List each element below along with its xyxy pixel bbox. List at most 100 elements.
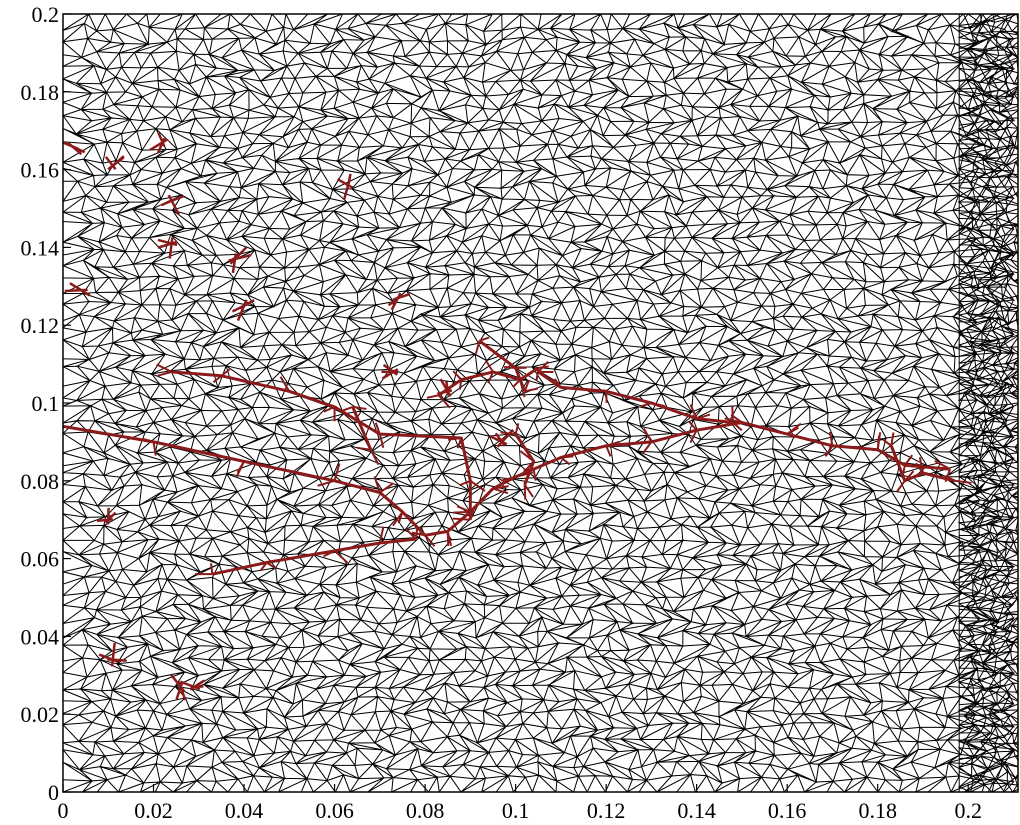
crack-spike [523, 484, 534, 498]
crack-spike [452, 510, 471, 514]
crack-spike [379, 482, 395, 494]
crack-spike [524, 387, 539, 393]
crack-spike [456, 505, 471, 513]
crack-spike [469, 479, 486, 492]
crack-spike [485, 360, 494, 373]
damaged-element-1 [104, 155, 125, 171]
damaged-element-3 [160, 194, 185, 216]
x-tick-label: 0.12 [587, 798, 626, 823]
crack-spike [523, 379, 531, 392]
crack-spike [378, 526, 385, 544]
crack-spike [522, 460, 535, 474]
y-tick-label: 0.08 [21, 469, 60, 494]
y-tick-label: 0.04 [21, 624, 60, 649]
crack-spike [437, 394, 451, 409]
crack-spike [504, 365, 516, 369]
crack-spike [492, 487, 509, 495]
crack-spike [487, 371, 494, 384]
x-tick-label: 0.08 [406, 798, 445, 823]
crack-spike [535, 367, 540, 382]
crack-spike [220, 368, 231, 377]
mesh-main [63, 14, 1016, 792]
damaged-element-11 [96, 507, 117, 525]
crack-spike [352, 405, 367, 410]
damaged-element-14 [179, 679, 206, 691]
crack-spike [63, 424, 64, 427]
crack-spike [152, 441, 157, 456]
mesh-refined-strip [957, 14, 1018, 792]
crack-spike [340, 405, 354, 413]
crack-spike [605, 440, 620, 447]
crack-spike [689, 429, 698, 444]
crack-spike [456, 437, 463, 449]
crack-spike [560, 456, 571, 466]
crack-spike [212, 374, 223, 384]
crack-spike [560, 455, 574, 459]
crack-spike [259, 561, 268, 572]
crack-spike [405, 528, 417, 540]
crack-spike [500, 431, 516, 436]
crack-spike [479, 336, 490, 342]
crack-spike [373, 476, 381, 493]
x-tick-label: 0.14 [677, 798, 716, 823]
damaged-element-12 [98, 642, 127, 667]
crack-spike [689, 404, 698, 419]
crack-spike [651, 402, 665, 408]
x-tick-label: 0.04 [225, 798, 264, 823]
crack-spike [142, 437, 154, 443]
crack-spike [378, 433, 385, 449]
crack-spike [317, 479, 335, 487]
y-tick-label: 0.02 [21, 702, 60, 727]
crack-spike [537, 360, 549, 373]
damaged-element-9 [381, 363, 399, 380]
crack-spike [323, 549, 336, 558]
crack-spike [369, 449, 380, 466]
x-tick-label: 0.2 [954, 798, 982, 823]
crack-path-0 [63, 421, 951, 537]
crack-spike [824, 445, 834, 457]
y-tick-label: 0.14 [21, 235, 60, 260]
y-tick-label: 0.06 [21, 547, 60, 572]
crack-spike [279, 376, 291, 392]
crack-spike [934, 459, 951, 471]
y-tick-label: 0.18 [21, 80, 60, 105]
crack-spike [424, 534, 436, 547]
crack-spike [452, 517, 471, 521]
x-tick-label: 0 [58, 798, 69, 823]
crack-spike [731, 406, 734, 423]
crack-spike [688, 421, 698, 431]
crack-spike [333, 550, 349, 564]
damaged-element-0 [63, 141, 86, 156]
crack-spike [696, 413, 711, 420]
crack-spike [918, 457, 924, 474]
crack-layer [63, 132, 972, 701]
y-tick-label: 0.16 [21, 158, 60, 183]
crack-spike [426, 394, 439, 399]
crack-spike [876, 432, 882, 450]
crack-spike [469, 506, 476, 521]
crack-spike [954, 479, 972, 484]
y-axis: 0 0.02 0.04 0.06 0.08 0.1 0.12 0.14 0.16 0.18 0.2 [21, 2, 71, 805]
crack-spike [415, 527, 419, 540]
crack-spike [236, 460, 245, 474]
damaged-element-2 [149, 132, 169, 154]
crack-spike [210, 563, 214, 575]
x-tick-label: 0.18 [858, 798, 897, 823]
crack-spike [266, 561, 277, 570]
crack-spike [452, 370, 463, 381]
damaged-element-6 [231, 299, 255, 322]
crack-spike [459, 479, 471, 487]
crack-spike [519, 450, 535, 463]
crack-path-6 [889, 445, 955, 483]
y-tick-label: 0.12 [21, 313, 60, 338]
crack-spike [915, 462, 924, 474]
damaged-element-16 [489, 428, 515, 448]
crack-spike [323, 405, 335, 413]
crack-spike [446, 531, 450, 546]
crack-spike [514, 423, 520, 435]
crack-spike [896, 480, 906, 492]
crack-spike [890, 432, 895, 446]
crack-spike [882, 438, 892, 447]
damaged-element-10 [64, 282, 91, 297]
